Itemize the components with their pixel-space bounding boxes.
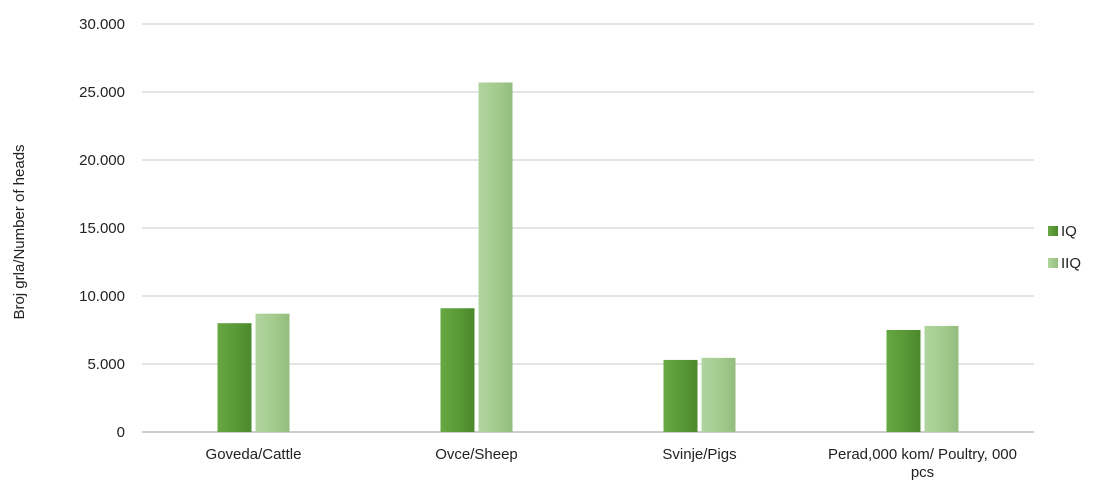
legend-label-iq: IQ [1061,223,1077,240]
y-tick-label: 0 [117,424,125,441]
y-tick-label: 10.000 [79,288,125,305]
bar-iq-2 [663,359,698,432]
bar-iiq-2 [701,357,736,432]
y-axis-label: Broj grla/Number of heads [11,144,28,319]
x-category-label: Goveda/Cattle [206,446,302,463]
bars [217,82,959,432]
legend-swatch-iq [1048,226,1058,236]
bar-iiq-0 [255,313,290,432]
x-category-label: Ovce/Sheep [435,446,518,463]
x-category-label: pcs [911,464,934,481]
bar-iq-0 [217,323,252,432]
bar-iiq-1 [478,82,513,432]
legend-label-iiq: IIQ [1061,255,1081,272]
x-category-label: Perad,000 kom/ Poultry, 000 [828,446,1017,463]
y-tick-label: 20.000 [79,152,125,169]
y-tick-label: 15.000 [79,220,125,237]
x-axis-categories: Goveda/Cattle Ovce/Sheep Svinje/Pigs Perad,… [206,446,1017,481]
y-tick-label: 30.000 [79,16,125,33]
y-tick-label: 25.000 [79,84,125,101]
bar-iiq-3 [924,325,959,432]
bar-iq-1 [440,308,475,432]
y-axis-ticks: 0 5.000 10.000 15.000 20.000 25.000 30.000 [79,16,125,441]
y-tick-label: 5.000 [87,356,125,373]
x-category-label: Svinje/Pigs [662,446,736,463]
legend-swatch-iiq [1048,258,1058,268]
bar-iq-3 [886,330,921,432]
legend: IQ IIQ [1048,223,1081,272]
gridlines [142,23,1034,433]
